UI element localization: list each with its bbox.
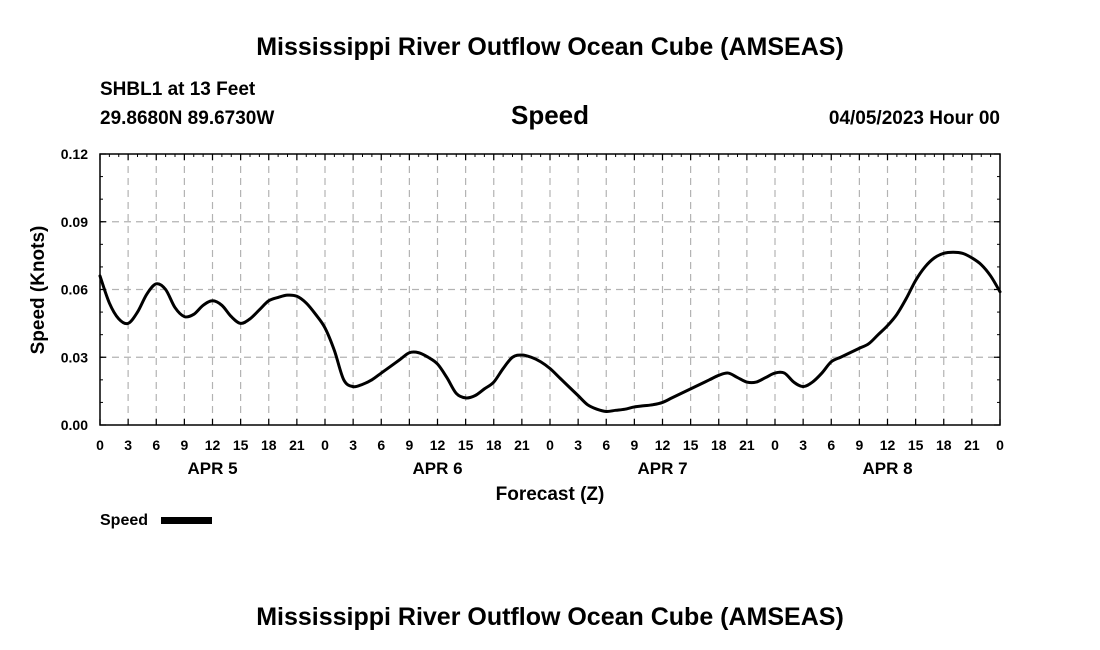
- series-line-speed: [98, 250, 1002, 413]
- x-tick-label: 9: [855, 437, 863, 453]
- x-tick-label: 18: [486, 437, 502, 453]
- x-tick-label: 15: [458, 437, 474, 453]
- x-tick-label: 15: [908, 437, 924, 453]
- x-tick-label: 0: [96, 437, 104, 453]
- day-label: APR 8: [862, 459, 912, 478]
- axis-tick-labels: 0.00 0.03 0.06 0.09 0.12 0 3 6 9 12 15 18 21 0 3 6 9 12 15…: [61, 146, 1004, 478]
- legend-label: Speed: [100, 512, 148, 529]
- x-tick-label: 21: [964, 437, 980, 453]
- x-tick-label: 18: [261, 437, 277, 453]
- legend: Speed: [100, 512, 212, 529]
- variable-title: Speed: [511, 100, 589, 130]
- footer-title: Mississippi River Outflow Ocean Cube (AM…: [256, 603, 844, 631]
- y-tick-label: 0.06: [61, 282, 88, 298]
- x-tick-label: 12: [880, 437, 896, 453]
- x-tick-label: 3: [574, 437, 582, 453]
- y-tick-label: 0.00: [61, 417, 88, 433]
- y-tick-label: 0.03: [61, 349, 88, 365]
- x-tick-label: 0: [996, 437, 1004, 453]
- y-axis-label: Speed (Knots): [28, 226, 49, 355]
- day-label: APR 5: [187, 459, 237, 478]
- coordinates-label: 29.8680N 89.6730W: [100, 108, 274, 129]
- x-tick-label: 15: [233, 437, 249, 453]
- x-tick-label: 9: [405, 437, 413, 453]
- x-tick-label: 12: [655, 437, 671, 453]
- y-tick-label: 0.09: [61, 214, 88, 230]
- series-layer: [98, 250, 1002, 413]
- legend-swatch: [161, 517, 212, 524]
- day-label: APR 7: [637, 459, 687, 478]
- x-tick-label: 12: [430, 437, 446, 453]
- x-tick-label: 6: [152, 437, 160, 453]
- day-label: APR 6: [412, 459, 462, 478]
- forecast-datetime: 04/05/2023 Hour 00: [829, 108, 1000, 129]
- x-tick-label: 0: [321, 437, 329, 453]
- grid-lines: [100, 154, 1000, 425]
- x-tick-label: 15: [683, 437, 699, 453]
- x-tick-label: 6: [602, 437, 610, 453]
- x-tick-label: 21: [514, 437, 530, 453]
- x-tick-label: 18: [936, 437, 952, 453]
- x-tick-label: 12: [205, 437, 221, 453]
- x-tick-label: 0: [771, 437, 779, 453]
- x-tick-label: 3: [799, 437, 807, 453]
- x-axis-label: Forecast (Z): [496, 484, 605, 505]
- x-tick-label: 3: [124, 437, 132, 453]
- x-tick-label: 0: [546, 437, 554, 453]
- x-tick-label: 21: [289, 437, 305, 453]
- x-tick-label: 9: [630, 437, 638, 453]
- x-tick-label: 21: [739, 437, 755, 453]
- chart-title: Mississippi River Outflow Ocean Cube (AM…: [256, 33, 844, 61]
- x-tick-label: 9: [180, 437, 188, 453]
- x-tick-label: 18: [711, 437, 727, 453]
- station-label: SHBL1 at 13 Feet: [100, 79, 256, 100]
- x-tick-label: 6: [827, 437, 835, 453]
- x-tick-label: 6: [377, 437, 385, 453]
- y-tick-label: 0.12: [61, 146, 88, 162]
- x-tick-label: 3: [349, 437, 357, 453]
